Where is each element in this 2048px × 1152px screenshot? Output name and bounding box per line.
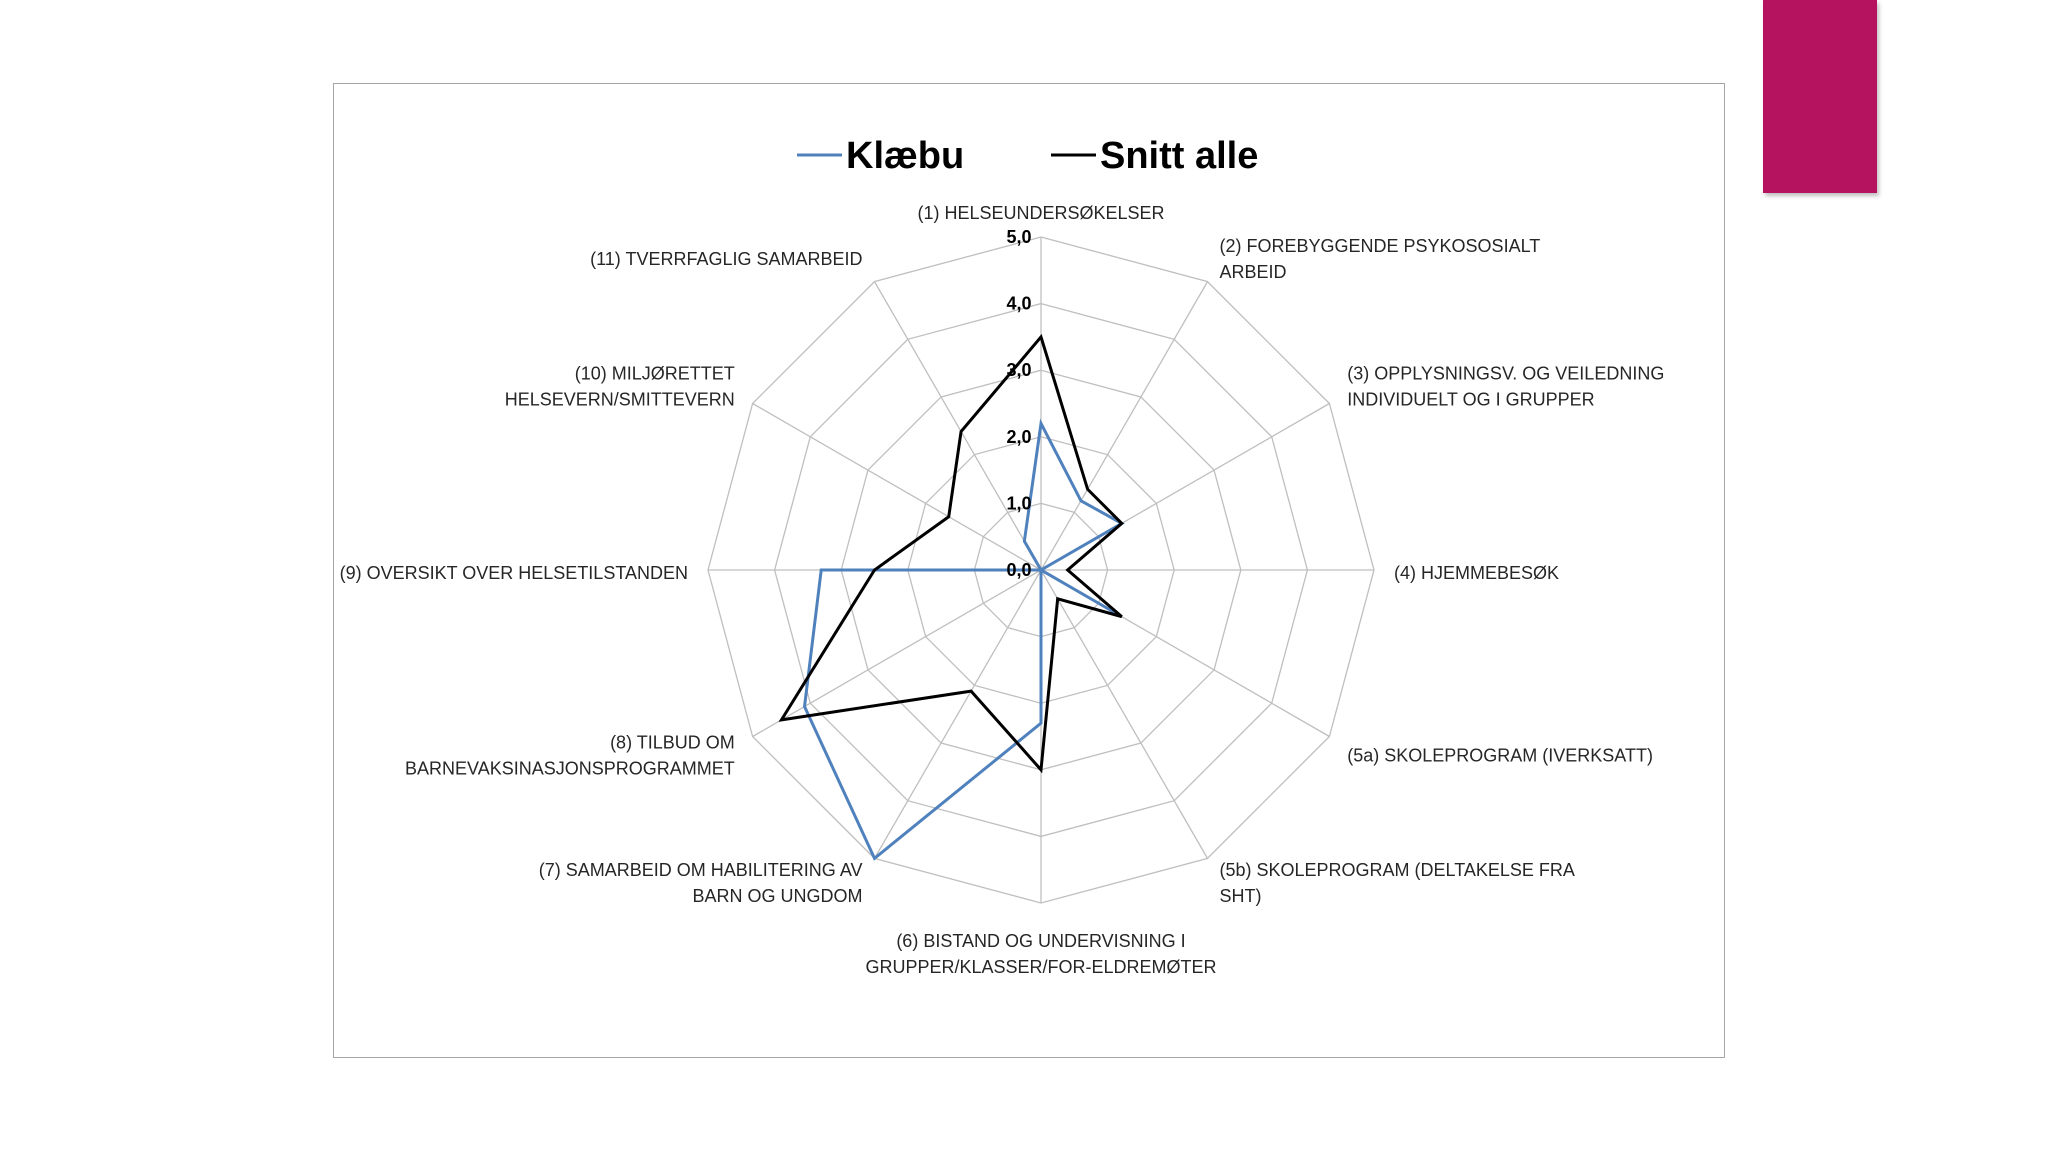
axis-label: (11) TVERRFAGLIG SAMARBEID [590,249,862,269]
legend-label-snitt-alle: Snitt alle [1100,135,1258,177]
tick-label: 5,0 [1006,227,1031,247]
accent-block [1763,0,1877,193]
axis-label-line: BARN OG UNGDOM [692,886,862,906]
axis-label: (5b) SKOLEPROGRAM (DELTAKELSE FRA SHT) [1220,860,1575,906]
axis-label-line: (5a) SKOLEPROGRAM (IVERKSATT) [1347,746,1653,766]
radar-axis-labels: (1) HELSEUNDERSØKELSER (2) FOREBYGGENDE P… [340,203,1665,977]
axis-label-line: (11) TVERRFAGLIG SAMARBEID [590,249,862,269]
grid-spoke [752,569,1042,738]
grid-spoke [873,569,1042,859]
axis-label: (5a) SKOLEPROGRAM (IVERKSATT) [1347,746,1653,766]
tick-label: 1,0 [1006,493,1031,513]
axis-label-line: (4) HJEMMEBESØK [1394,563,1559,583]
tick-label: 0,0 [1006,560,1031,580]
axis-label: (7) SAMARBEID OM HABILITERING AV BARN OG … [539,860,863,906]
radar-chart: Klæbu Snitt alle 0,0 1,0 2,0 3,0 4,0 5,0 (1) … [340,135,1665,977]
legend: Klæbu Snitt alle [797,135,1258,177]
axis-label-line: (5b) SKOLEPROGRAM (DELTAKELSE FRA [1220,860,1575,880]
axis-label: (1) HELSEUNDERSØKELSER [917,203,1164,223]
axis-label-line: (2) FOREBYGGENDE PSYKOSOSIALT [1220,236,1541,256]
axis-label-line: (7) SAMARBEID OM HABILITERING AV [539,860,863,880]
grid-spoke [1040,281,1209,571]
axis-label-line: GRUPPER/KLASSER/FOR-ELDREMØTER [865,957,1216,977]
axis-label: (3) OPPLYSNINGSV. OG VEILEDNING INDIVIDUE… [1347,364,1664,410]
grid-spoke [752,402,1042,571]
axis-label-line: INDIVIDUELT OG I GRUPPER [1347,390,1594,410]
axis-label-line: (8) TILBUD OM [610,733,735,753]
tick-label: 2,0 [1006,427,1031,447]
grid-spoke [1040,569,1209,859]
axis-label-line: (1) HELSEUNDERSØKELSER [917,203,1164,223]
axis-label-line: (3) OPPLYSNINGSV. OG VEILEDNING [1347,364,1664,384]
tick-label: 3,0 [1006,360,1031,380]
legend-label-klaebu: Klæbu [846,135,964,177]
chart-frame: Klæbu Snitt alle 0,0 1,0 2,0 3,0 4,0 5,0 (1) … [333,83,1725,1058]
grid-spoke [873,281,1042,571]
axis-label: (6) BISTAND OG UNDERVISNING I GRUPPER/KLA… [865,931,1216,977]
axis-label-line: (6) BISTAND OG UNDERVISNING I [896,931,1185,951]
axis-label: (2) FOREBYGGENDE PSYKOSOSIALT ARBEID [1220,236,1541,282]
radar-series [778,333,1125,861]
series-line-klaebu [802,418,1125,861]
tick-label: 4,0 [1006,294,1031,314]
axis-label-line: ARBEID [1220,262,1287,282]
radar-tick-labels: 0,0 1,0 2,0 3,0 4,0 5,0 [1006,227,1031,580]
axis-label: (4) HJEMMEBESØK [1394,563,1559,583]
axis-label: (9) OVERSIKT OVER HELSETILSTANDEN [340,563,688,583]
axis-label-line: (10) MILJØRETTET [575,364,735,384]
axis-label-line: HELSEVERN/SMITTEVERN [505,390,735,410]
series-line-snitt-alle [778,333,1124,774]
axis-label: (8) TILBUD OM BARNEVAKSINASJONSPROGRAMMET [405,733,735,779]
axis-label: (10) MILJØRETTET HELSEVERN/SMITTEVERN [505,364,735,410]
axis-label-line: SHT) [1220,886,1262,906]
axis-label-line: (9) OVERSIKT OVER HELSETILSTANDEN [340,563,688,583]
axis-label-line: BARNEVAKSINASJONSPROGRAMMET [405,759,735,779]
